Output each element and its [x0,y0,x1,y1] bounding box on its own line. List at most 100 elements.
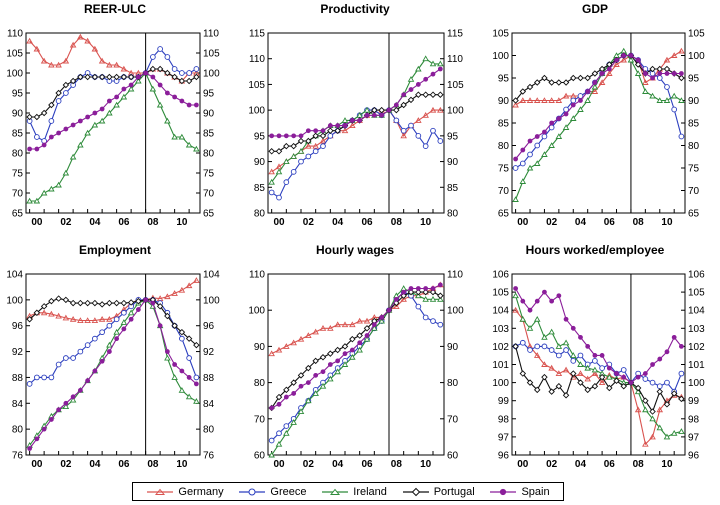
x-tick-label: 10 [661,217,673,228]
y-tick-label-right: 100 [447,106,464,117]
data-point-ireland [341,361,349,367]
data-point-ireland [656,424,664,431]
data-point-greece [186,355,192,361]
data-point-spain [437,66,443,72]
data-point-portugal [678,74,685,82]
x-tick-label: 06 [604,217,616,228]
y-tick-label: 70 [12,189,24,200]
plot-frame [267,273,445,456]
data-point-ireland [55,181,62,188]
data-point-ireland [555,133,563,139]
data-point-portugal [297,372,305,379]
data-point-germany [642,79,649,85]
data-point-portugal [77,73,84,81]
data-point-ireland [193,145,200,152]
data-point-spain [542,289,547,295]
data-point-germany [415,117,422,123]
x-tick-label: 08 [147,217,159,228]
data-point-ireland [84,129,91,136]
data-point-germany [649,433,656,440]
data-point-greece [63,90,69,96]
data-point-ireland [584,97,591,103]
data-point-portugal [670,390,678,397]
y-tick-label-right: 65 [203,209,215,220]
data-point-germany [437,106,444,113]
data-point-greece [563,347,569,353]
data-point-ireland [40,189,48,196]
data-point-portugal [519,88,527,95]
data-point-ireland [275,440,283,447]
data-point-ireland [634,388,642,395]
data-point-portugal [415,288,422,296]
data-point-spain [349,118,355,123]
data-point-germany [400,296,407,302]
data-point-germany [512,306,519,313]
data-point-ireland [526,324,534,331]
data-point-ireland [437,296,444,302]
data-point-spain [657,356,663,362]
y-tick-label-right: 90 [447,342,459,353]
data-point-spain [121,86,127,92]
data-point-portugal [319,132,327,140]
data-point-spain [614,57,619,63]
data-point-portugal [26,113,33,121]
data-point-greece [422,314,429,321]
y-tick-label-right: 105 [688,288,705,299]
data-point-portugal [334,127,341,134]
data-point-portugal [283,386,290,394]
y-tick-label: 105 [248,80,265,91]
data-point-ireland [371,324,378,331]
data-point-greece [570,358,577,364]
data-point-ireland [429,60,437,67]
data-point-greece [678,133,685,140]
data-point-spain [63,400,69,406]
data-point-germany [305,332,312,338]
data-point-greece [592,358,598,364]
y-tick-label: 100 [492,51,509,62]
data-point-ireland [33,197,41,204]
data-point-spain [364,112,370,118]
data-point-spain [415,82,421,87]
data-point-ireland [149,85,157,92]
data-point-germany [33,45,41,52]
data-point-spain [179,368,185,374]
data-point-spain [570,102,576,108]
data-point-ireland [120,319,128,325]
data-point-portugal [327,350,334,357]
data-point-greece [276,194,282,201]
data-point-greece [48,374,55,381]
data-point-germany [634,406,642,413]
data-point-germany [393,303,400,310]
data-point-spain [621,374,627,380]
data-point-germany [69,41,77,48]
y-tick-label: 70 [498,186,510,197]
data-point-ireland [642,88,649,94]
data-point-greece [620,367,627,373]
data-point-portugal [120,299,128,307]
data-point-ireland [185,141,193,148]
data-point-portugal [642,397,649,404]
y-tick-label: 110 [7,29,23,40]
data-point-portugal [113,73,120,81]
data-point-spain [283,133,289,139]
data-point-portugal [341,343,349,350]
data-point-spain [628,380,634,386]
y-tick-label: 97 [498,432,510,443]
data-point-ireland [106,341,113,348]
data-point-spain [430,71,436,77]
data-point-ireland [363,335,371,342]
data-point-ireland [512,196,519,202]
data-point-greece [320,143,326,149]
y-tick-label-right: 80 [203,425,215,436]
series-spain [513,286,684,386]
data-point-portugal [541,373,548,381]
data-point-spain [135,74,141,80]
data-point-germany [642,440,649,447]
y-tick-label: 95 [498,74,510,85]
y-tick-label: 106 [492,270,509,281]
data-point-portugal [634,384,642,392]
series-portugal [512,343,685,415]
data-point-ireland [69,153,77,160]
data-point-greece [599,365,605,371]
